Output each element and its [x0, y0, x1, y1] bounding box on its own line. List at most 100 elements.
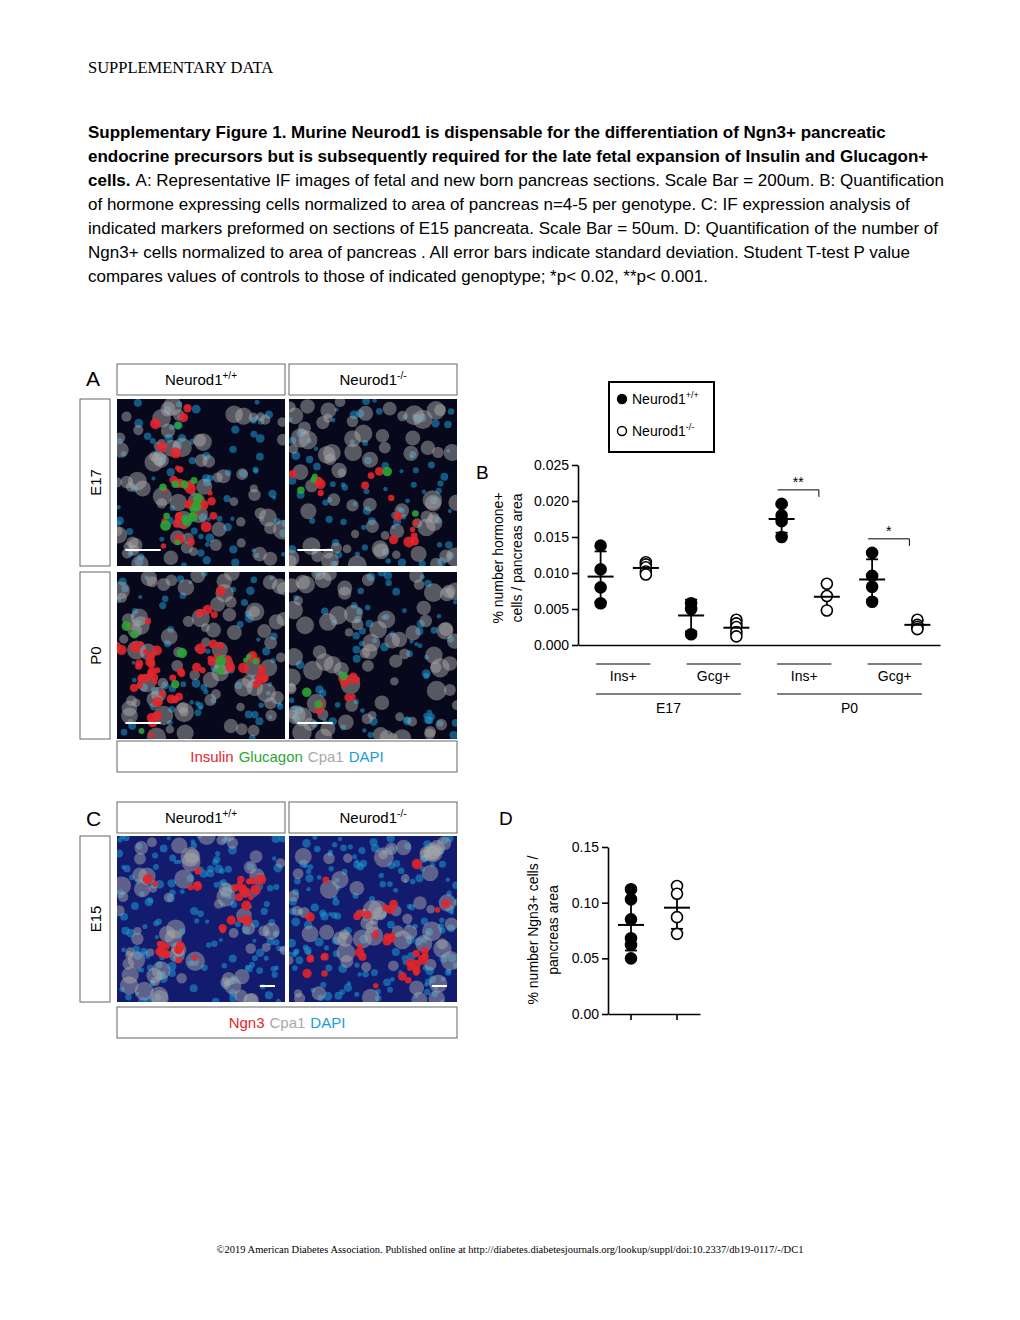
micro-green-cell — [171, 680, 179, 688]
micro-red-cell — [135, 663, 142, 670]
micro-nucleus — [272, 972, 278, 978]
micro-acinus — [409, 980, 424, 995]
micro-red-cell — [216, 586, 226, 596]
data-point — [595, 598, 606, 609]
micro-red-cell — [157, 442, 167, 452]
data-point — [776, 498, 787, 509]
micro-acinus — [430, 662, 441, 673]
micro-nucleus — [189, 700, 194, 705]
micro-green-cell — [253, 658, 259, 664]
data-point — [595, 564, 606, 575]
micrograph-background — [117, 572, 285, 739]
x-tick-mark — [630, 1014, 632, 1020]
micro-nucleus — [448, 509, 452, 513]
micro-acinus — [436, 719, 448, 731]
micro-acinus — [300, 503, 316, 519]
micro-acinus — [117, 442, 129, 457]
micro-green-cell — [215, 655, 226, 666]
micro-acinus — [413, 410, 432, 429]
micro-acinus — [289, 555, 297, 566]
micro-nucleus — [265, 991, 273, 999]
micro-acinus — [196, 479, 212, 495]
panel-label: A — [86, 367, 100, 390]
micro-acinus — [413, 896, 426, 909]
micro-red-cell — [157, 941, 162, 946]
y-axis: 0.0000.0050.0100.0150.0200.025 — [534, 457, 579, 653]
micro-red-cell — [192, 955, 198, 961]
micro-green-cell — [188, 512, 198, 522]
micro-nucleus — [167, 836, 171, 840]
micro-nucleus — [155, 935, 159, 939]
micro-acinus — [295, 848, 312, 865]
micro-acinus — [348, 555, 367, 566]
micrograph — [117, 572, 285, 739]
micro-nucleus — [273, 884, 279, 890]
micro-acinus — [427, 681, 447, 701]
micro-acinus — [161, 628, 178, 645]
micro-red-cell — [237, 916, 243, 922]
group-line — [596, 694, 741, 695]
micro-acinus — [393, 930, 412, 949]
micro-acinus — [212, 522, 227, 537]
stain-name: DAPI — [310, 1014, 345, 1031]
series — [633, 557, 931, 642]
micro-nucleus — [376, 408, 383, 415]
micro-red-cell — [289, 470, 296, 478]
micro-nucleus — [144, 432, 152, 440]
micro-nucleus — [279, 836, 285, 842]
micro-nucleus — [306, 887, 310, 891]
micro-acinus — [126, 482, 136, 492]
y-tick: 0.10 — [572, 895, 608, 911]
micro-acinus — [277, 417, 285, 427]
micro-acinus — [257, 624, 271, 638]
micro-acinus — [444, 444, 457, 461]
micro-red-cell — [321, 970, 328, 977]
micro-nucleus — [413, 467, 419, 473]
micro-red-cell — [176, 941, 185, 950]
x-axis — [579, 645, 941, 646]
micro-acinus — [344, 443, 362, 461]
y-axis-title: % number hormone+ — [490, 492, 506, 623]
micro-acinus — [447, 634, 457, 649]
micro-nucleus — [334, 912, 341, 919]
micro-nucleus — [252, 467, 258, 473]
micro-nucleus — [450, 731, 457, 739]
micro-green-cell — [171, 480, 179, 488]
micro-nucleus — [142, 924, 147, 929]
micro-nucleus — [206, 869, 214, 877]
micro-acinus — [390, 677, 398, 685]
micro-acinus — [289, 956, 294, 965]
y-tick-label: 0.015 — [534, 529, 569, 545]
column-header: Neurod1-/- — [340, 370, 407, 388]
micro-nucleus — [212, 859, 218, 865]
micro-red-cell — [161, 543, 166, 548]
micro-acinus — [161, 424, 175, 438]
micro-green-cell — [175, 422, 182, 429]
micrograph-background — [289, 572, 457, 739]
genotype-sup: +/+ — [223, 808, 238, 819]
micro-nucleus — [446, 877, 450, 881]
micrograph — [117, 399, 285, 566]
micro-nucleus — [371, 969, 378, 976]
micro-nucleus — [385, 580, 391, 586]
micro-acinus — [170, 494, 187, 511]
micro-nucleus — [410, 879, 416, 885]
micro-nucleus — [145, 898, 154, 907]
micro-acinus — [347, 416, 359, 428]
micro-red-cell — [147, 660, 155, 668]
micro-red-cell — [249, 878, 256, 885]
micro-nucleus — [160, 844, 168, 852]
micro-nucleus — [362, 544, 368, 550]
micro-green-cell — [122, 621, 132, 631]
micro-acinus — [439, 894, 456, 911]
genotype-sup: -/- — [397, 370, 406, 381]
micro-nucleus — [229, 545, 237, 553]
micro-acinus — [405, 625, 420, 640]
y-tick-label: 0.005 — [534, 601, 569, 617]
micro-nucleus — [225, 866, 232, 873]
micro-red-cell — [368, 472, 375, 479]
data-point — [626, 914, 637, 925]
micro-acinus — [269, 614, 284, 629]
micro-acinus — [147, 576, 158, 587]
micro-acinus — [174, 703, 194, 723]
